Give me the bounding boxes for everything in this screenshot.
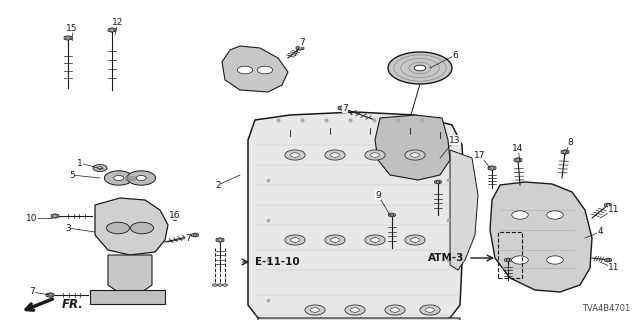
- Polygon shape: [514, 158, 522, 162]
- Polygon shape: [390, 308, 399, 312]
- Polygon shape: [64, 36, 72, 40]
- Text: 1: 1: [77, 158, 83, 167]
- Polygon shape: [310, 308, 319, 312]
- Polygon shape: [405, 235, 425, 245]
- Polygon shape: [223, 284, 228, 286]
- Polygon shape: [51, 214, 59, 218]
- Polygon shape: [127, 171, 156, 185]
- Text: 4: 4: [597, 228, 603, 236]
- Polygon shape: [605, 203, 611, 207]
- Polygon shape: [375, 115, 450, 180]
- Polygon shape: [488, 166, 496, 170]
- Polygon shape: [97, 167, 102, 169]
- Polygon shape: [257, 66, 273, 74]
- Polygon shape: [46, 293, 54, 297]
- Text: 12: 12: [112, 18, 124, 27]
- Polygon shape: [331, 153, 339, 157]
- Polygon shape: [420, 305, 440, 315]
- Polygon shape: [93, 164, 107, 172]
- Polygon shape: [212, 284, 218, 286]
- Text: 11: 11: [608, 263, 620, 273]
- Text: 11: 11: [608, 205, 620, 214]
- Polygon shape: [512, 256, 529, 264]
- Text: 16: 16: [169, 211, 180, 220]
- Polygon shape: [191, 233, 198, 237]
- Polygon shape: [108, 255, 152, 292]
- Polygon shape: [547, 256, 563, 264]
- Polygon shape: [291, 153, 300, 157]
- Text: 6: 6: [452, 51, 458, 60]
- Text: E-11-10: E-11-10: [255, 257, 300, 267]
- Polygon shape: [106, 222, 129, 234]
- Polygon shape: [291, 238, 300, 242]
- Polygon shape: [90, 290, 165, 304]
- Polygon shape: [365, 235, 385, 245]
- Polygon shape: [345, 305, 365, 315]
- Polygon shape: [296, 46, 304, 50]
- Polygon shape: [171, 215, 179, 220]
- Polygon shape: [371, 153, 380, 157]
- Text: 7: 7: [299, 37, 305, 46]
- Polygon shape: [435, 180, 442, 184]
- Polygon shape: [561, 150, 569, 154]
- Polygon shape: [426, 308, 435, 312]
- Polygon shape: [104, 171, 133, 185]
- Polygon shape: [505, 258, 511, 262]
- Polygon shape: [411, 238, 419, 242]
- Polygon shape: [222, 46, 288, 92]
- Polygon shape: [388, 213, 396, 217]
- Text: 15: 15: [67, 23, 77, 33]
- Polygon shape: [216, 238, 224, 242]
- Polygon shape: [351, 308, 360, 312]
- Polygon shape: [131, 222, 154, 234]
- Text: 2: 2: [215, 180, 221, 189]
- Polygon shape: [218, 284, 223, 286]
- Bar: [498, 232, 522, 278]
- Polygon shape: [114, 175, 124, 180]
- Text: 8: 8: [567, 138, 573, 147]
- Polygon shape: [285, 150, 305, 160]
- Polygon shape: [325, 150, 345, 160]
- Polygon shape: [411, 153, 419, 157]
- Text: 7: 7: [342, 103, 348, 113]
- Text: 10: 10: [26, 213, 38, 222]
- Text: 13: 13: [449, 135, 461, 145]
- Text: 7: 7: [185, 234, 191, 243]
- Polygon shape: [371, 238, 380, 242]
- Polygon shape: [547, 211, 563, 219]
- Polygon shape: [388, 52, 452, 84]
- Polygon shape: [512, 211, 529, 219]
- Polygon shape: [305, 305, 325, 315]
- Polygon shape: [365, 150, 385, 160]
- Text: ATM-3: ATM-3: [428, 253, 465, 263]
- Polygon shape: [136, 175, 147, 180]
- Polygon shape: [285, 235, 305, 245]
- Polygon shape: [237, 66, 253, 74]
- Text: 7: 7: [29, 287, 35, 297]
- Polygon shape: [605, 258, 611, 262]
- Text: TVA4B4701: TVA4B4701: [582, 304, 630, 313]
- Polygon shape: [385, 305, 405, 315]
- Text: 14: 14: [512, 143, 524, 153]
- Polygon shape: [338, 106, 346, 110]
- Polygon shape: [405, 150, 425, 160]
- Polygon shape: [258, 318, 460, 320]
- Polygon shape: [490, 182, 592, 292]
- Polygon shape: [95, 198, 168, 255]
- Polygon shape: [450, 150, 478, 270]
- Polygon shape: [119, 175, 141, 181]
- Text: FR.: FR.: [62, 298, 84, 310]
- Polygon shape: [108, 28, 116, 32]
- Polygon shape: [414, 65, 426, 71]
- Text: 3: 3: [65, 223, 71, 233]
- Text: 9: 9: [375, 190, 381, 199]
- Text: 17: 17: [474, 150, 486, 159]
- Polygon shape: [331, 238, 339, 242]
- Polygon shape: [248, 112, 465, 320]
- Text: 5: 5: [69, 171, 75, 180]
- Polygon shape: [325, 235, 345, 245]
